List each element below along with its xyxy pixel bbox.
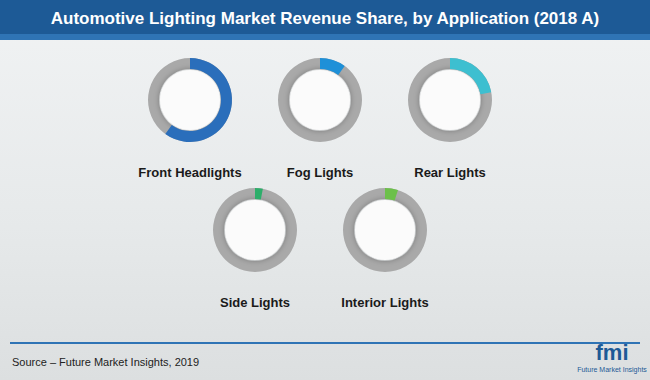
svg-text:Source – Future Market Insight: Source – Future Market Insights, 2019 [12, 356, 199, 368]
svg-text:Automotive Lighting Market Rev: Automotive Lighting Market Revenue Share… [51, 9, 600, 28]
svg-text:Rear Lights: Rear Lights [414, 165, 486, 180]
svg-text:Future Market Insights: Future Market Insights [577, 366, 647, 374]
svg-text:Side Lights: Side Lights [220, 295, 290, 310]
svg-text:Front Headlights: Front Headlights [138, 165, 241, 180]
svg-text:Interior Lights: Interior Lights [341, 295, 428, 310]
svg-text:Fog Lights: Fog Lights [287, 165, 353, 180]
svg-text:fmi: fmi [596, 340, 629, 365]
